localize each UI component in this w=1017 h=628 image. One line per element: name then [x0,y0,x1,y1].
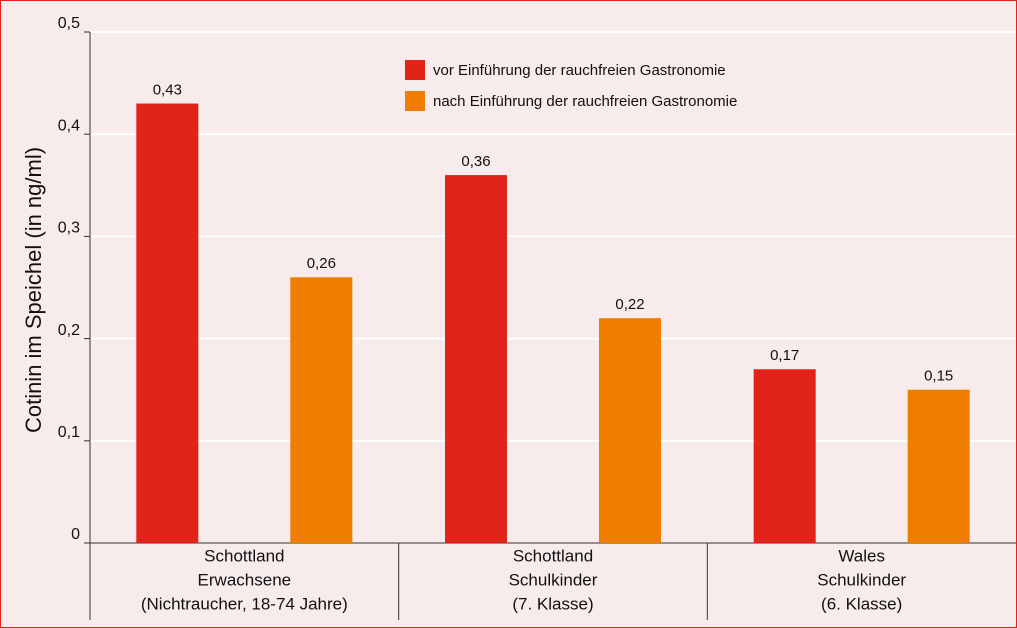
data-label: 0,26 [307,255,336,272]
y-tick-label: 0,5 [58,15,80,32]
legend-swatch [405,91,425,111]
x-tick-label: (7. Klasse) [512,594,593,613]
x-tick-label: Erwachsene [198,570,292,589]
x-tick-label: Schulkinder [817,570,906,589]
bar [753,369,816,543]
x-tick-label: Schottland [513,546,593,565]
x-tick-label: (6. Klasse) [821,594,902,613]
y-tick-label: 0,3 [58,220,80,237]
y-tick-label: 0,1 [58,424,80,441]
legend-swatch [405,60,425,80]
legend-label: nach Einführung der rauchfreien Gastrono… [433,93,737,110]
y-tick-label: 0,4 [58,117,80,134]
bar [445,175,507,543]
x-tick-label: (Nichtraucher, 18-74 Jahre) [141,594,348,613]
data-label: 0,43 [153,82,182,99]
bar [599,318,661,543]
x-tick-label: Schulkinder [509,570,598,589]
y-tick-label: 0,2 [58,322,80,339]
data-label: 0,17 [770,347,799,364]
y-tick-label: 0 [71,526,80,543]
legend-label: vor Einführung der rauchfreien Gastronom… [433,62,726,79]
bar [136,103,199,543]
data-label: 0,22 [615,296,644,313]
x-tick-label: Wales [838,546,885,565]
bar [907,389,970,543]
data-label: 0,36 [461,153,490,170]
y-axis-label: Cotinin im Speichel (in ng/ml) [21,147,46,433]
x-tick-label: Schottland [204,546,284,565]
data-label: 0,15 [924,368,953,385]
bar [290,277,353,543]
